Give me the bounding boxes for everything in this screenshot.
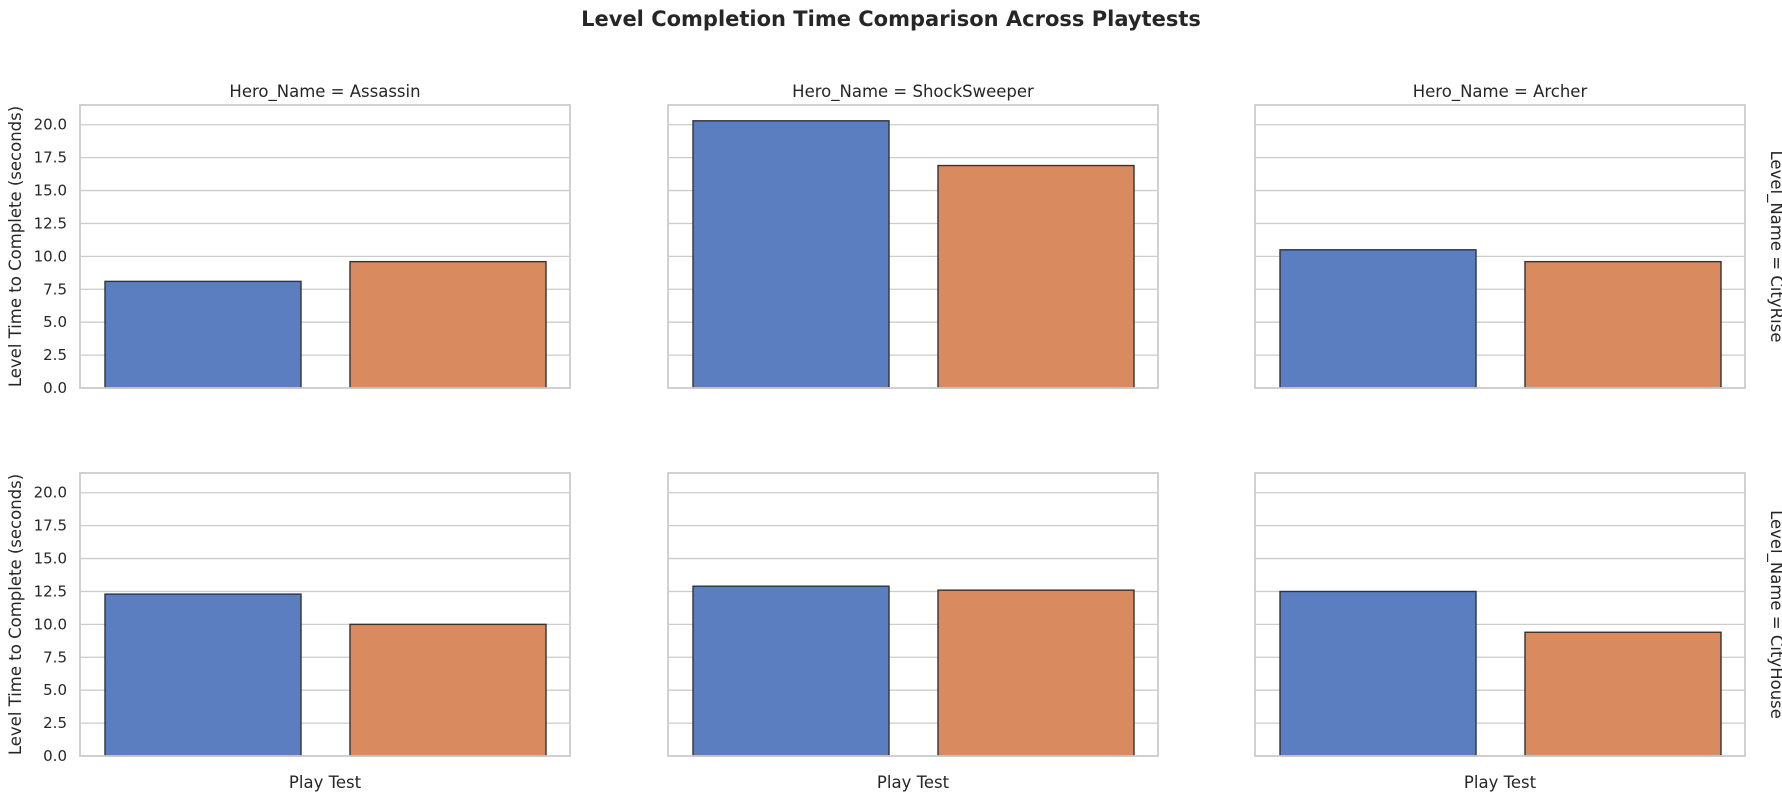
panel-frame <box>79 104 571 389</box>
y-tick-label: 17.5 <box>34 517 67 535</box>
y-tick-label: 5.0 <box>43 313 67 331</box>
panel-frame <box>1254 104 1746 389</box>
facet-panel-r2-c3: Play Test Level_Name = CityHouse <box>1254 472 1782 792</box>
y-tick-label: 2.5 <box>43 346 67 364</box>
panel-frame <box>79 472 571 757</box>
y-tick-label: 12.5 <box>34 582 67 600</box>
bar-r1-c3-1 <box>1279 249 1477 389</box>
bar-r2-c2-1 <box>692 585 890 757</box>
x-axis-label: Play Test <box>877 773 950 792</box>
y-tick-label: 0.0 <box>43 747 67 765</box>
panel-frame <box>667 104 1159 389</box>
bar-r1-c1-1 <box>104 280 302 389</box>
facet-panel-r2-c1: 0.0 2.5 5.0 7.5 10.0 12.5 15.0 17.5 20.0 Level Ti… <box>6 472 571 792</box>
panel-frame <box>667 472 1159 757</box>
col-title: Hero_Name = Archer <box>1413 82 1588 102</box>
y-tick-label: 7.5 <box>43 648 67 666</box>
facet-panel-r1-c3: Hero_Name = Archer Level_Name = CityRise <box>1254 82 1782 389</box>
row-title: Level_Name = CityRise <box>1766 151 1782 343</box>
y-axis-label: Level Time to Complete (seconds) <box>6 474 25 755</box>
bar-r1-c3-2 <box>1524 260 1722 389</box>
bar-r1-c2-2 <box>937 164 1135 389</box>
x-axis-label: Play Test <box>289 773 362 792</box>
x-axis-label: Play Test <box>1464 773 1537 792</box>
col-title: Hero_Name = ShockSweeper <box>792 82 1034 102</box>
chart-title: Level Completion Time Comparison Across … <box>581 7 1201 31</box>
bar-r2-c1-2 <box>349 623 547 757</box>
y-tick-label: 2.5 <box>43 714 67 732</box>
bar-r2-c1-1 <box>104 593 302 757</box>
facet-panel-r1-c1: Hero_Name = Assassin 0.0 2.5 5.0 7.5 10.0 12.5… <box>6 82 571 397</box>
bar-r2-c2-2 <box>937 589 1135 757</box>
y-tick-label: 20.0 <box>34 484 67 502</box>
y-tick-label: 15.0 <box>34 550 67 568</box>
bar-r1-c2-1 <box>692 120 890 389</box>
y-tick-label: 12.5 <box>34 214 67 232</box>
bar-r1-c1-2 <box>349 260 547 389</box>
y-tick-label: 17.5 <box>34 149 67 167</box>
y-tick-label: 20.0 <box>34 116 67 134</box>
facet-panel-r2-c2: Play Test <box>667 472 1159 792</box>
y-tick-label: 10.0 <box>34 247 67 265</box>
y-tick-label: 7.5 <box>43 280 67 298</box>
row-title: Level_Name = CityHouse <box>1766 510 1782 719</box>
panel-frame <box>1254 472 1746 757</box>
y-tick-label: 10.0 <box>34 615 67 633</box>
col-title: Hero_Name = Assassin <box>229 82 420 102</box>
facet-grid: Hero_Name = Assassin 0.0 2.5 5.0 7.5 10.0 12.5… <box>6 82 1782 792</box>
facet-panel-r1-c2: Hero_Name = ShockSweeper <box>667 82 1159 389</box>
bar-r2-c3-1 <box>1279 590 1477 757</box>
y-tick-label: 5.0 <box>43 681 67 699</box>
y-axis-label: Level Time to Complete (seconds) <box>6 106 25 387</box>
y-tick-label: 15.0 <box>34 182 67 200</box>
bar-r2-c3-2 <box>1524 631 1722 757</box>
y-tick-label: 0.0 <box>43 379 67 397</box>
